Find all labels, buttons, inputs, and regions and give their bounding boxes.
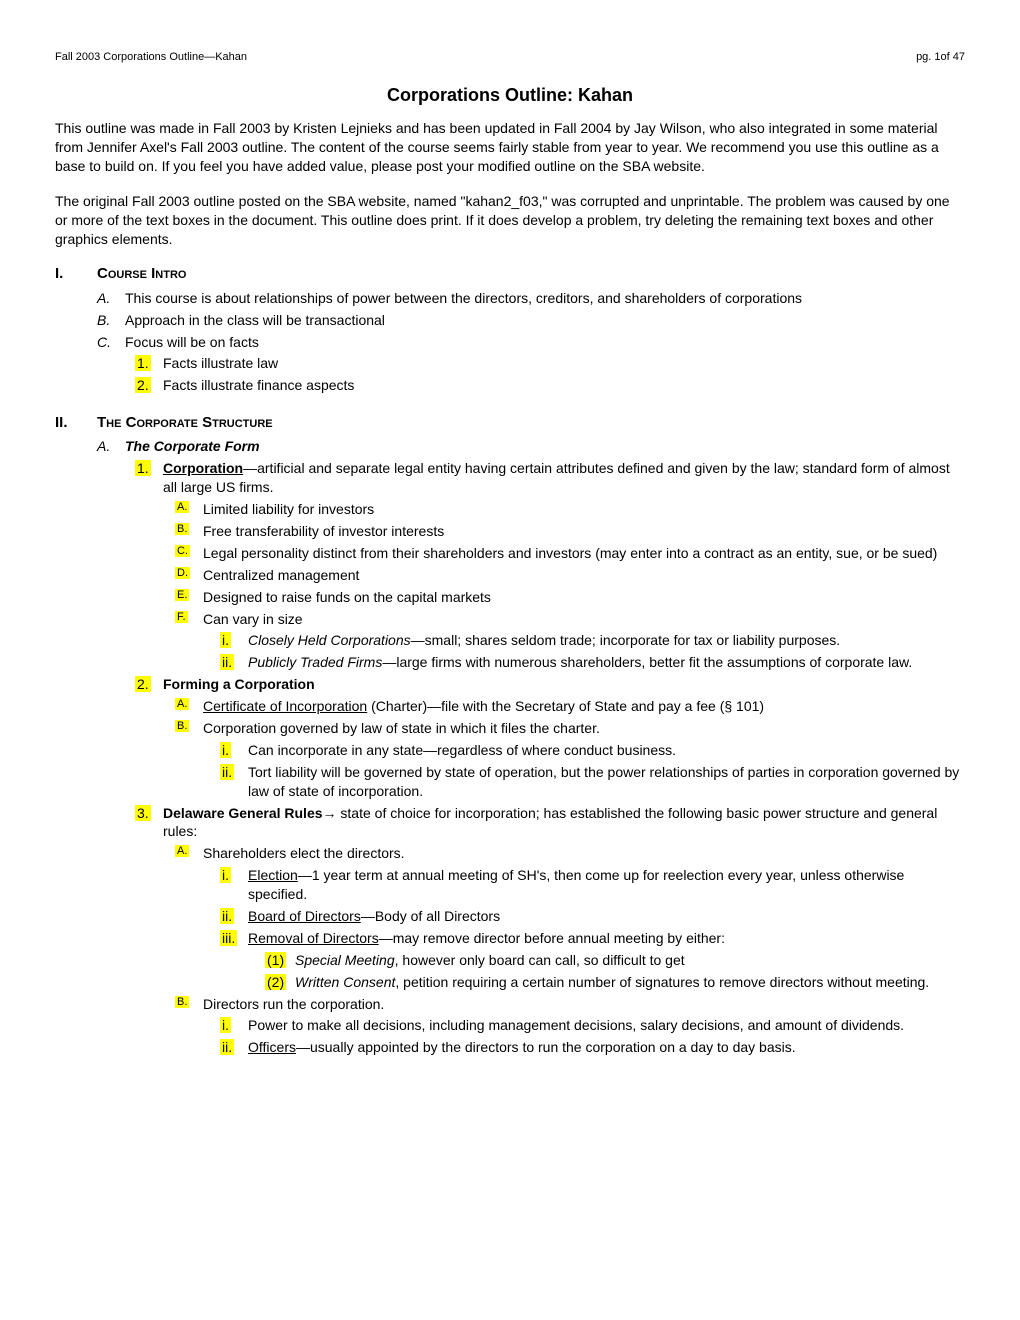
s1-c2: 2. Facts illustrate finance aspects — [135, 376, 965, 395]
page-header: Fall 2003 Corporations Outline—Kahan pg.… — [55, 50, 965, 65]
doc-title: Corporations Outline: Kahan — [55, 83, 965, 107]
section-1: I. Course Intro — [55, 264, 965, 284]
intro-p2: The original Fall 2003 outline posted on… — [55, 192, 965, 249]
s2-a2a: A. Certificate of Incorporation (Charter… — [175, 697, 965, 716]
intro-p1: This outline was made in Fall 2003 by Kr… — [55, 119, 965, 176]
s2-a: A. The Corporate Form — [97, 437, 965, 456]
s2-a3aiii1: (1) Special Meeting, however only board … — [265, 951, 965, 970]
s2-a1fii: ii. Publicly Traded Firms—large firms wi… — [220, 653, 965, 672]
s1-c: C. Focus will be on facts — [97, 333, 965, 352]
s2-a1d: D. Centralized management — [175, 566, 965, 585]
section-2-title: The Corporate Structure — [97, 413, 273, 433]
s2-a3a: A. Shareholders elect the directors. — [175, 844, 965, 863]
header-left: Fall 2003 Corporations Outline—Kahan — [55, 50, 247, 65]
s2-a1: 1. Corporation—artificial and separate l… — [135, 459, 965, 497]
s2-a3aii: ii. Board of Directors—Body of all Direc… — [220, 907, 965, 926]
header-right: pg. 1of 47 — [916, 50, 965, 65]
s2-a1f: F. Can vary in size — [175, 610, 965, 629]
s2-a3ai: i. Election—1 year term at annual meetin… — [220, 866, 965, 904]
s2-a2b: B. Corporation governed by law of state … — [175, 719, 965, 738]
s1-b: B. Approach in the class will be transac… — [97, 311, 965, 330]
section-1-roman: I. — [55, 264, 97, 284]
s2-a1b: B. Free transferability of investor inte… — [175, 522, 965, 541]
s2-a3: 3. Delaware General Rules→ state of choi… — [135, 804, 965, 842]
s2-a1c: C. Legal personality distinct from their… — [175, 544, 965, 563]
s2-a2bi: i. Can incorporate in any state—regardle… — [220, 741, 965, 760]
s2-a1fi: i. Closely Held Corporations—small; shar… — [220, 631, 965, 650]
s2-a1e: E. Designed to raise funds on the capita… — [175, 588, 965, 607]
section-2-roman: II. — [55, 413, 97, 433]
section-2: II. The Corporate Structure — [55, 413, 965, 433]
s1-a: A. This course is about relationships of… — [97, 289, 965, 308]
s2-a3aiii: iii. Removal of Directors—may remove dir… — [220, 929, 965, 948]
s2-a3b: B. Directors run the corporation. — [175, 995, 965, 1014]
s1-c1: 1. Facts illustrate law — [135, 354, 965, 373]
s2-a2bii: ii. Tort liability will be governed by s… — [220, 763, 965, 801]
s2-a3bi: i. Power to make all decisions, includin… — [220, 1016, 965, 1035]
section-1-title: Course Intro — [97, 264, 186, 284]
s2-a3aiii2: (2) Written Consent, petition requiring … — [265, 973, 965, 992]
s2-a2: 2. Forming a Corporation — [135, 675, 965, 694]
s2-a1a: A. Limited liability for investors — [175, 500, 965, 519]
s2-a3bii: ii. Officers—usually appointed by the di… — [220, 1038, 965, 1057]
